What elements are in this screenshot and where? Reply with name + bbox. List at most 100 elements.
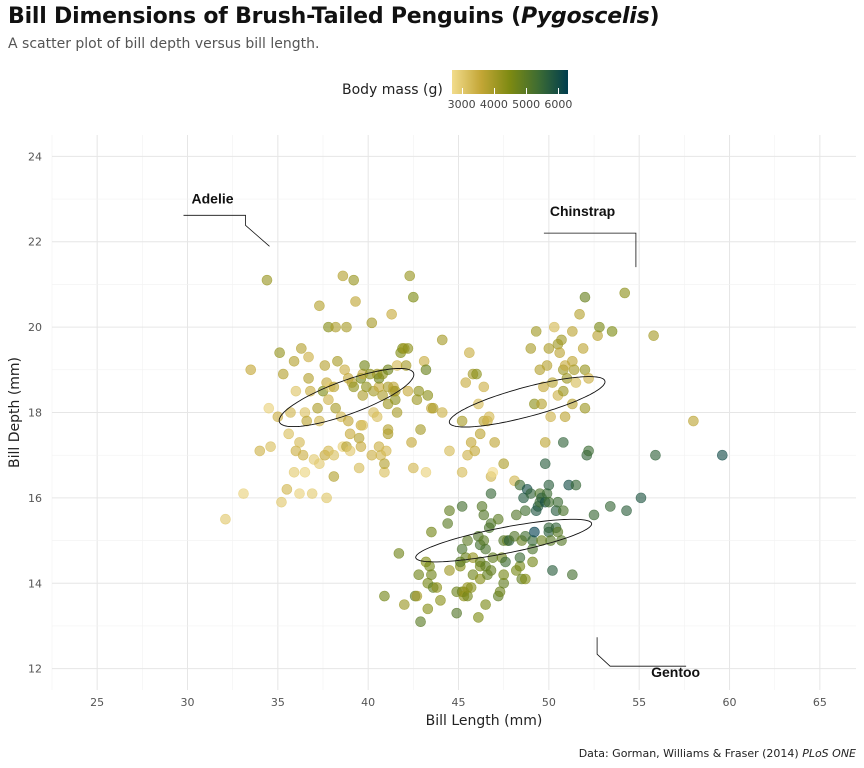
data-point: [487, 552, 499, 563]
data-point: [478, 381, 490, 393]
title-main: Bill Dimensions of Brush-Tailed Penguins: [8, 4, 504, 29]
data-point: [312, 402, 323, 414]
data-point: [547, 565, 558, 576]
data-point: [380, 445, 392, 457]
y-tick-label: 16: [28, 492, 42, 505]
data-point: [478, 535, 490, 546]
data-point: [341, 321, 352, 333]
data-point: [543, 479, 555, 491]
data-point: [254, 445, 266, 457]
annotation-leader-gentoo: [596, 637, 687, 667]
ellipse-gentoo: [415, 518, 593, 563]
data-point: [422, 390, 434, 401]
data-point: [650, 449, 661, 461]
annotation-adelie: Adelie: [192, 190, 234, 206]
data-point: [543, 343, 555, 354]
data-point: [594, 321, 605, 333]
y-tick-label: 12: [28, 663, 42, 676]
data-point: [487, 466, 499, 478]
data-point: [558, 437, 569, 448]
data-point: [435, 595, 446, 606]
data-point: [274, 347, 285, 359]
annotation-chinstrap: Chinstrap: [550, 203, 615, 219]
data-point: [539, 437, 551, 448]
data-point: [492, 513, 504, 525]
data-point: [427, 402, 439, 414]
data-point: [245, 364, 257, 376]
data-point: [413, 569, 425, 581]
data-point: [386, 309, 397, 320]
x-tick-label: 25: [90, 696, 104, 709]
x-axis-label: Bill Length (mm): [426, 713, 543, 729]
data-point: [527, 535, 538, 546]
data-point: [538, 381, 549, 393]
data-point: [539, 458, 551, 470]
data-point: [473, 612, 484, 623]
data-point: [442, 518, 453, 529]
chart-subtitle: A scatter plot of bill depth versus bill…: [8, 36, 320, 52]
data-point: [436, 334, 448, 346]
x-tick-label: 30: [181, 696, 195, 709]
data-point: [355, 441, 367, 452]
data-point: [525, 343, 537, 354]
data-point: [306, 488, 318, 499]
data-point: [303, 373, 314, 384]
data-point: [474, 428, 486, 440]
data-point: [411, 590, 423, 602]
data-point: [415, 616, 426, 627]
data-point: [520, 573, 531, 585]
data-point: [520, 505, 531, 516]
x-tick-label: 45: [452, 696, 466, 709]
data-point: [328, 449, 340, 461]
data-point: [577, 343, 589, 354]
data-point: [263, 402, 275, 414]
data-point: [511, 509, 522, 521]
data-point: [554, 347, 565, 359]
data-point: [377, 390, 388, 401]
y-tick-label: 14: [28, 577, 42, 590]
data-point: [635, 492, 647, 504]
data-point: [288, 466, 300, 478]
data-point: [359, 360, 370, 371]
data-point: [420, 466, 432, 478]
data-point: [536, 398, 547, 410]
data-point: [621, 505, 632, 516]
data-point: [545, 411, 556, 423]
ellipse-chinstrap: [448, 376, 606, 428]
data-point: [296, 343, 307, 354]
data-point: [348, 274, 360, 286]
data-point: [344, 428, 356, 440]
data-point: [402, 343, 414, 354]
data-point: [478, 509, 490, 521]
data-point: [261, 274, 273, 286]
chart-caption: Data: Gorman, Williams & Fraser (2014) P…: [579, 747, 856, 760]
data-point: [559, 411, 571, 423]
data-point: [404, 270, 416, 282]
data-point: [529, 526, 540, 538]
annotation-leader-adelie: [183, 214, 270, 247]
data-point: [391, 407, 403, 418]
data-point: [290, 385, 302, 397]
data-point: [480, 543, 491, 555]
data-point: [583, 445, 594, 457]
x-tick-label: 50: [542, 696, 556, 709]
data-point: [436, 407, 448, 418]
caption-italic: PLoS ONE: [802, 747, 856, 760]
data-point: [588, 509, 600, 521]
x-tick-label: 35: [271, 696, 285, 709]
data-point: [530, 326, 542, 337]
ellipse-adelie: [278, 368, 415, 428]
data-point: [498, 458, 509, 470]
y-axis-label: Bill Depth (mm): [7, 357, 23, 468]
data-point: [314, 415, 325, 427]
data-point: [415, 424, 426, 435]
data-point: [541, 488, 553, 499]
data-point: [238, 488, 249, 499]
y-tick-label: 24: [28, 150, 42, 163]
data-point: [456, 415, 468, 427]
data-point: [321, 492, 332, 504]
legend-tick-label: 6000: [544, 98, 573, 111]
data-point: [567, 355, 578, 367]
data-point: [462, 535, 473, 546]
